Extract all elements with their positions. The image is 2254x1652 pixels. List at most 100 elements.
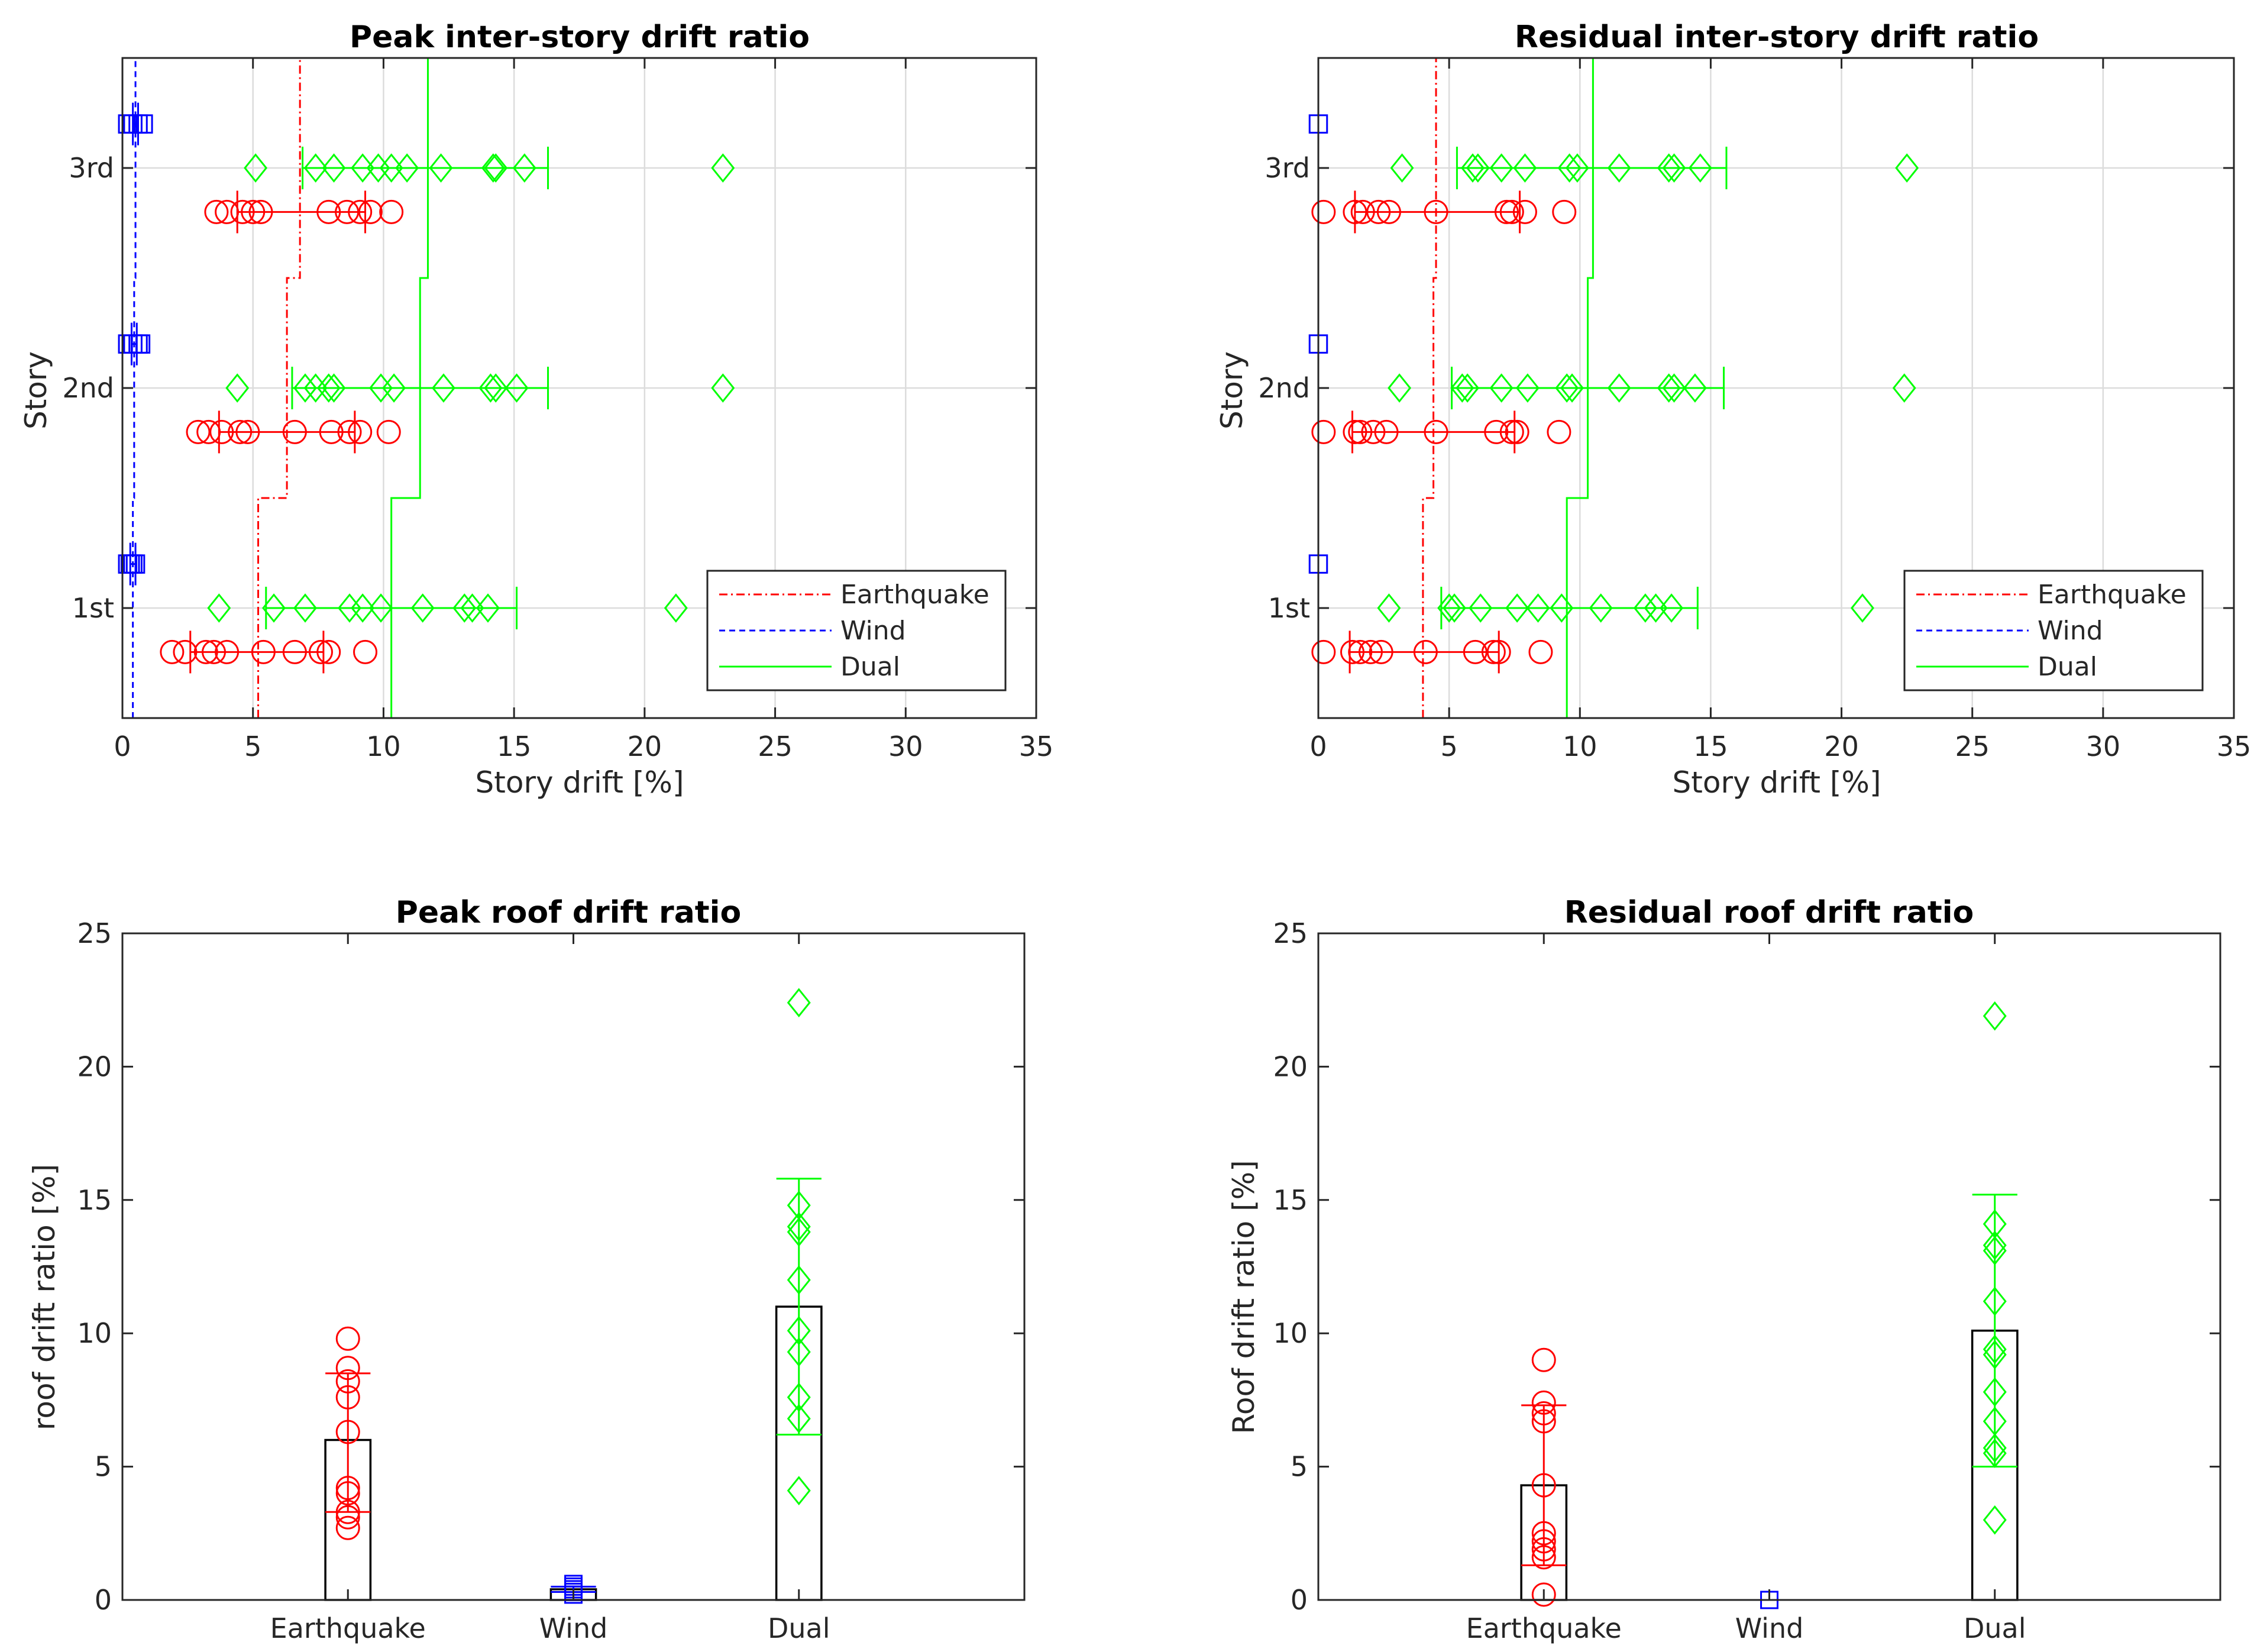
data-point-earthquake: [335, 1481, 360, 1506]
data-point-earthquake: [335, 1385, 360, 1409]
data-point-dual-1st: [1633, 593, 1657, 623]
data-point-earthquake: [1531, 1537, 1556, 1562]
data-point-earthquake-2nd: [1424, 419, 1448, 444]
x-tick-label: 0: [1309, 730, 1327, 762]
data-point-dual-1st: [338, 593, 362, 623]
data-point-earthquake-3rd: [241, 199, 266, 224]
data-point-earthquake: [1531, 1347, 1556, 1372]
data-point-earthquake-2nd: [1361, 419, 1386, 444]
data-point-earthquake-1st: [282, 639, 307, 664]
data-point-dual-2nd: [1515, 373, 1540, 403]
data-point-dual: [1983, 1286, 2007, 1316]
data-point-earthquake: [335, 1515, 360, 1540]
data-point-dual: [787, 1382, 811, 1412]
data-point-earthquake-2nd: [196, 419, 221, 444]
data-point-dual-2nd: [1388, 373, 1412, 403]
data-point-earthquake-3rd: [335, 199, 360, 224]
data-point-earthquake-3rd: [248, 199, 273, 224]
data-point-dual: [787, 1212, 811, 1242]
legend-label-earthquake: Earthquake: [840, 580, 989, 610]
data-point-dual: [1983, 1505, 2007, 1535]
y-axis-label: roof drift ratio [%]: [27, 1164, 62, 1430]
data-point-earthquake-3rd: [1350, 199, 1375, 224]
data-point-earthquake-3rd: [1376, 199, 1401, 224]
data-point-dual-1st: [1850, 593, 1874, 623]
data-point-dual: [787, 1315, 811, 1346]
data-point-earthquake-1st: [1486, 639, 1511, 664]
data-point-dual-3rd: [429, 153, 453, 183]
data-point-dual-3rd: [481, 153, 505, 183]
chart-peak-interstory-drift: Peak inter-story drift ratio Story drift…: [19, 20, 1053, 800]
data-point-earthquake-2nd: [1343, 419, 1367, 444]
data-point-dual-1st: [1377, 593, 1401, 623]
data-point-earthquake-2nd: [376, 419, 401, 444]
data-point-dual-2nd: [316, 373, 341, 403]
data-point-dual-1st: [460, 593, 484, 623]
data-point-earthquake-1st: [316, 639, 341, 664]
y-axis-label: Roof drift ratio [%]: [1227, 1160, 1261, 1434]
data-point-dual-1st: [1644, 593, 1668, 623]
data-point-dual: [1983, 1236, 2007, 1266]
y-tick-label: 25: [77, 917, 112, 949]
legend: Earthquake Wind Dual: [1903, 570, 2204, 691]
data-point-earthquake: [1531, 1409, 1556, 1434]
x-tick-label: 30: [888, 730, 923, 762]
data-point-dual-3rd: [1657, 153, 1681, 183]
data-point-earthquake: [335, 1499, 360, 1524]
data-point-earthquake-1st: [160, 639, 185, 664]
data-point-earthquake-1st: [251, 639, 276, 664]
data-point-dual-1st: [351, 593, 375, 623]
mean-line-wind: [132, 58, 137, 718]
data-point-dual-3rd: [512, 153, 536, 183]
data-point-dual-2nd: [1662, 373, 1686, 403]
data-point-earthquake-2nd: [235, 419, 260, 444]
y-tick-label: 20: [77, 1050, 112, 1082]
data-point-dual-1st: [1469, 593, 1493, 623]
data-point-dual: [1983, 1230, 2007, 1260]
data-point-dual-3rd: [1390, 153, 1414, 183]
data-point-earthquake-3rd: [1499, 199, 1524, 224]
data-point-earthquake-2nd: [1484, 419, 1509, 444]
data-point-dual-3rd: [244, 153, 268, 183]
data-point-dual-2nd: [1456, 373, 1480, 403]
data-point-earthquake-1st: [353, 639, 378, 664]
data-point-dual-2nd: [1560, 373, 1584, 403]
data-point-earthquake: [335, 1505, 360, 1530]
data-point-dual-2nd: [303, 373, 328, 403]
x-tick-label: 20: [628, 730, 662, 762]
legend-label-earthquake: Earthquake: [2038, 580, 2187, 610]
data-point-dual: [787, 988, 811, 1018]
legend-label-wind: Wind: [840, 616, 906, 646]
data-point-dual: [1983, 1438, 2007, 1468]
data-point-earthquake-1st: [193, 639, 218, 664]
data-point-earthquake-1st: [1481, 639, 1506, 664]
data-point-dual-3rd: [1460, 153, 1485, 183]
data-point-dual: [1983, 1334, 2007, 1365]
y-tick-label: 15: [1273, 1184, 1308, 1216]
data-point-dual-2nd: [1892, 373, 1916, 403]
data-point-earthquake: [335, 1420, 360, 1444]
data-point-earthquake-2nd: [1547, 419, 1571, 444]
data-point-dual-3rd: [366, 153, 390, 183]
x-tick-label: 30: [2086, 730, 2121, 762]
data-point-earthquake-2nd: [186, 419, 211, 444]
data-point-dual-1st: [1437, 593, 1461, 623]
x-tick-label: 10: [366, 730, 401, 762]
data-point-earthquake: [335, 1476, 360, 1501]
data-point-earthquake-2nd: [348, 419, 373, 444]
data-point-dual-2nd: [293, 373, 317, 403]
data-point-earthquake-2nd: [282, 419, 307, 444]
data-point-earthquake-3rd: [1424, 199, 1448, 224]
plot-area: 0 5 10 15 20 25 30 35 1st 2nd 3rd: [1258, 57, 2251, 762]
y-tick-label: 5: [1291, 1451, 1308, 1483]
data-point-earthquake-1st: [1340, 639, 1364, 664]
data-point-earthquake-1st: [173, 639, 198, 664]
data-point-dual-3rd: [322, 153, 346, 183]
data-point-dual-1st: [452, 593, 477, 623]
data-point-dual-3rd: [1895, 153, 1919, 183]
y-tick-label: 3rd: [69, 152, 114, 184]
data-point-earthquake: [1531, 1401, 1556, 1425]
data-point-dual: [1983, 1340, 2007, 1370]
data-point-earthquake: [335, 1326, 360, 1351]
